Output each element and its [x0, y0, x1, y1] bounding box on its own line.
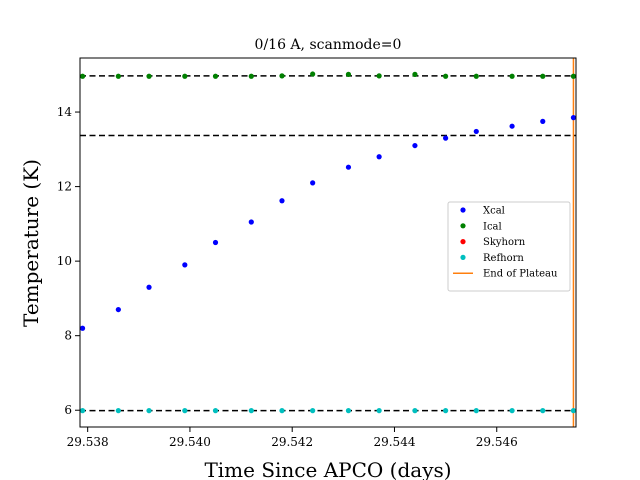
ical-point: [570, 73, 576, 79]
ical-point: [376, 73, 382, 79]
y-tick-label: 8: [64, 329, 72, 343]
ical-point: [279, 73, 285, 79]
x-tick-label: 29.538: [67, 435, 109, 449]
legend-ical-label: Ical: [483, 221, 502, 232]
refhorn-point: [146, 408, 152, 414]
xcal-point: [212, 239, 219, 246]
refhorn-point: [473, 408, 479, 414]
refhorn-point: [182, 408, 188, 414]
x-tick-label: 29.542: [271, 435, 313, 449]
ical-point: [443, 73, 449, 79]
refhorn-point: [115, 408, 121, 414]
y-axis-label: Temperature (K): [19, 159, 43, 327]
refhorn-point: [310, 408, 316, 414]
chart-title: 0/16 A, scanmode=0: [255, 37, 402, 53]
xcal-point: [376, 154, 382, 160]
axis-ticks: 29.538 29.540 29.542 29.544 29.546 6 8 10 12 14: [57, 105, 518, 449]
xcal-point: [310, 180, 316, 186]
legend-refhorn-swatch: [460, 254, 466, 260]
xcal-point: [473, 128, 479, 135]
y-tick-label: 6: [64, 403, 72, 417]
ical-point: [310, 71, 316, 77]
refhorn-point: [248, 408, 254, 414]
refhorn-point: [509, 408, 515, 414]
xcal-point: [570, 115, 576, 121]
legend-xcal-swatch: [460, 207, 466, 213]
refhorn-point: [443, 408, 449, 414]
legend: Xcal Ical Skyhorn Refhorn End of Plateau: [447, 201, 571, 292]
refhorn-point: [212, 408, 219, 414]
ical-point: [540, 73, 546, 79]
ical-point: [146, 73, 152, 79]
refhorn-point: [376, 408, 382, 414]
x-tick-label: 29.540: [169, 435, 211, 449]
legend-skyhorn-swatch: [460, 239, 466, 245]
xcal-point: [509, 123, 515, 129]
x-tick-label: 29.546: [476, 435, 518, 449]
y-tick-label: 12: [57, 180, 72, 194]
legend-skyhorn-label: Skyhorn: [483, 237, 526, 248]
refhorn-point: [412, 408, 418, 414]
legend-end-of-plateau-label: End of Plateau: [483, 269, 558, 280]
legend-box: [447, 201, 571, 292]
ical-point: [248, 73, 254, 79]
refhorn-point: [279, 408, 285, 414]
xcal-point: [182, 262, 188, 268]
legend-refhorn-label: Refhorn: [483, 253, 524, 264]
ical-point: [182, 73, 188, 79]
y-tick-label: 10: [57, 254, 72, 268]
ical-point: [473, 73, 479, 79]
y-tick-label: 14: [57, 105, 73, 119]
x-axis-label: Time Since APCO (days): [204, 458, 451, 480]
refhorn-point: [345, 408, 352, 414]
refhorn-point: [540, 408, 546, 414]
ical-point: [509, 73, 515, 79]
ical-point: [412, 71, 418, 77]
xcal-point: [345, 164, 352, 170]
xcal-point: [80, 325, 86, 331]
refhorn-point: [80, 408, 86, 414]
xcal-point: [279, 198, 285, 204]
ical-point: [115, 73, 121, 79]
xcal-point: [540, 118, 546, 124]
refhorn-point: [570, 408, 576, 414]
xcal-point: [115, 306, 121, 313]
xcal-point: [443, 135, 449, 141]
x-tick-label: 29.544: [373, 435, 415, 449]
xcal-point: [412, 142, 418, 149]
plot-frame: [79, 57, 577, 428]
ical-point: [80, 73, 86, 79]
legend-ical-swatch: [460, 223, 466, 229]
legend-xcal-label: Xcal: [483, 206, 505, 217]
xcal-point: [146, 284, 152, 290]
xcal-point: [248, 219, 254, 225]
plot-area: [80, 58, 576, 427]
ical-point: [345, 71, 352, 77]
ical-point: [212, 73, 219, 79]
